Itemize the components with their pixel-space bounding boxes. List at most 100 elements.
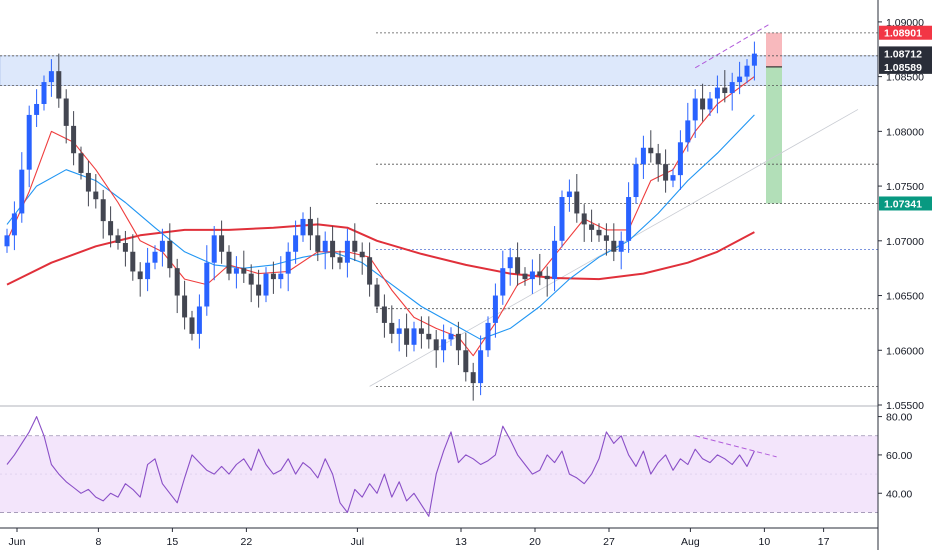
- bullish-candle: [707, 98, 713, 110]
- bearish-candle: [63, 98, 69, 126]
- bullish-candle: [677, 142, 683, 176]
- price-tick-label: 1.08500: [886, 72, 924, 84]
- time-tick-label: 13: [455, 536, 467, 548]
- candles: [4, 41, 757, 401]
- bearish-candle: [256, 284, 262, 296]
- bullish-candle: [204, 262, 210, 307]
- bearish-candle: [663, 164, 669, 181]
- bullish-candle: [485, 322, 491, 351]
- bullish-candle: [145, 262, 151, 280]
- bearish-candle: [248, 273, 254, 285]
- bullish-candle: [152, 251, 158, 263]
- bearish-candle: [389, 322, 395, 334]
- bullish-candle: [448, 333, 454, 340]
- bullish-candle: [559, 197, 565, 241]
- bullish-candle: [729, 82, 735, 94]
- stop-price-badge: 1.08901: [884, 28, 922, 40]
- bearish-candle: [174, 268, 180, 296]
- bearish-candle: [611, 240, 617, 252]
- rsi-line: [6, 416, 755, 517]
- stop-loss-zone: [766, 32, 782, 67]
- bearish-candle: [315, 235, 321, 252]
- bearish-candle: [722, 87, 728, 94]
- bearish-candle: [337, 257, 343, 263]
- bullish-candle: [714, 87, 720, 99]
- bearish-candle: [137, 271, 143, 280]
- bearish-candle: [56, 71, 62, 99]
- time-tick-label: 22: [241, 536, 253, 548]
- bullish-candle: [744, 65, 750, 77]
- time-tick-label: Aug: [681, 536, 700, 548]
- bearish-candle: [71, 125, 77, 154]
- bullish-candle: [411, 328, 417, 345]
- bearish-candle: [189, 317, 195, 334]
- stop-price-badge-bg: [879, 25, 932, 40]
- bearish-candle: [78, 153, 84, 173]
- last-price-badge-bg: [879, 46, 932, 61]
- bearish-candle: [270, 273, 276, 280]
- zones: [0, 32, 879, 204]
- price-divergence-line: [694, 24, 769, 69]
- bullish-candle: [11, 213, 17, 236]
- bullish-candle: [322, 240, 328, 252]
- bearish-candle: [596, 229, 602, 236]
- bullish-candle: [685, 120, 691, 143]
- bullish-candle: [159, 240, 165, 252]
- bearish-candle: [219, 235, 225, 252]
- rsi-indicator: [0, 416, 878, 517]
- bullish-candle: [293, 235, 299, 252]
- bullish-candle: [344, 240, 350, 263]
- bullish-candle: [640, 147, 646, 165]
- bullish-candle: [396, 328, 402, 334]
- bullish-candle: [233, 268, 239, 274]
- ma-fast-line: [6, 76, 755, 357]
- bullish-candle: [211, 235, 217, 263]
- bearish-candle: [93, 191, 99, 200]
- bullish-candle: [692, 98, 698, 121]
- bearish-candle: [515, 257, 521, 274]
- bearish-candle: [122, 243, 128, 252]
- target-price-badge: 1.07341: [884, 198, 922, 210]
- bearish-candle: [426, 333, 432, 340]
- bearish-candle: [700, 98, 706, 110]
- price-tick-label: 1.05500: [886, 400, 924, 412]
- bearish-candle: [455, 333, 461, 351]
- bearish-candle: [85, 172, 91, 192]
- entry-price-badge-bg: [879, 59, 932, 74]
- time-tick-label: 10: [759, 536, 771, 548]
- bearish-candle: [537, 271, 543, 276]
- bullish-candle: [552, 240, 558, 280]
- bearish-candle: [381, 306, 387, 323]
- bearish-candle: [130, 251, 136, 272]
- bullish-candle: [478, 350, 484, 384]
- bullish-candle: [300, 218, 306, 236]
- rsi-tick-label: 80.00: [886, 412, 912, 424]
- bearish-candle: [115, 235, 121, 243]
- price-labels: 1.08901 1.08712 1.08589 1.07341: [879, 25, 932, 211]
- bearish-candle: [330, 240, 336, 258]
- bullish-candle: [263, 273, 269, 296]
- bearish-candle: [522, 273, 528, 280]
- last-price-badge: 1.08712: [884, 48, 922, 60]
- bearish-candle: [241, 268, 247, 274]
- bearish-candle: [418, 328, 424, 334]
- bearish-candle: [544, 275, 550, 280]
- bullish-candle: [633, 164, 639, 198]
- bullish-candle: [4, 235, 10, 247]
- price-tick-label: 1.06500: [886, 291, 924, 303]
- price-tick-label: 1.08000: [886, 126, 924, 138]
- bullish-candle: [19, 169, 25, 214]
- bearish-candle: [367, 257, 373, 285]
- price-tick-label: 1.07000: [886, 236, 924, 248]
- bullish-candle: [507, 257, 513, 269]
- rsi-tick-label: 60.00: [886, 450, 912, 462]
- bearish-candle: [603, 235, 609, 241]
- bearish-candle: [648, 147, 654, 154]
- bearish-candle: [352, 240, 358, 252]
- bearish-candle: [463, 350, 469, 373]
- bearish-candle: [167, 240, 173, 269]
- bearish-candle: [359, 251, 365, 258]
- take-profit-zone: [766, 66, 782, 204]
